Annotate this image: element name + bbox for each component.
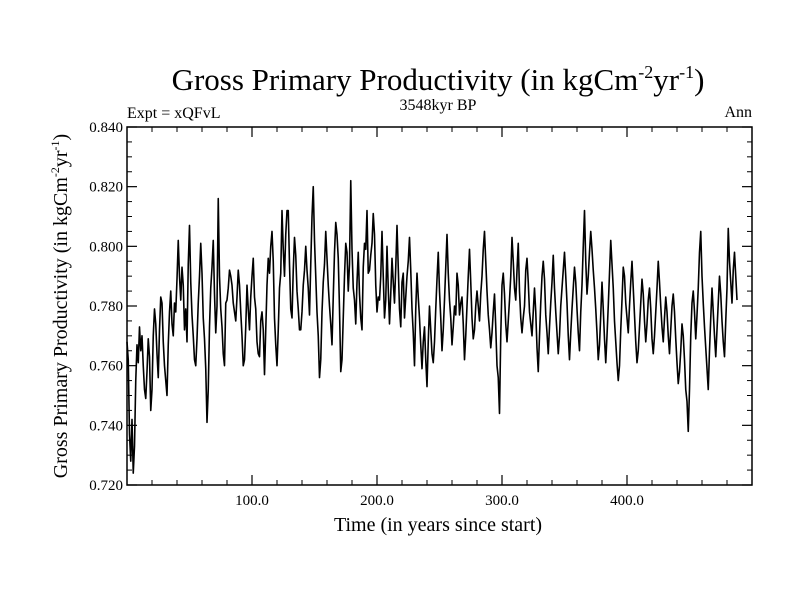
y-tick-label: 0.760	[89, 359, 123, 375]
y-axis-label-main: Gross Primary Productivity (in kgCm	[50, 177, 72, 479]
chart-title-main: Gross Primary Productivity (in kgCm	[172, 62, 639, 97]
y-tick-label: 0.840	[89, 120, 123, 136]
series-line	[126, 179, 738, 474]
x-tick-label: 100.0	[235, 493, 269, 509]
y-axis-label: Gross Primary Productivity (in kgCm-2yr-…	[48, 134, 72, 478]
y-tick-label: 0.800	[89, 239, 123, 255]
y-axis-label-end: )	[50, 134, 72, 141]
y-tick-label: 0.820	[89, 180, 123, 196]
chart-title: Gross Primary Productivity (in kgCm-2yr-…	[172, 62, 705, 97]
subtitle-experiment: Expt = xQFvL	[127, 105, 220, 122]
subtitle-period: 3548kyr BP	[400, 97, 477, 114]
y-tick-label: 0.740	[89, 418, 123, 434]
subtitle-season: Ann	[724, 104, 752, 121]
x-tick-label: 300.0	[485, 493, 519, 509]
plot-frame	[126, 126, 753, 486]
x-tick-label: 200.0	[360, 493, 394, 509]
y-axis-label-mid: yr	[50, 150, 72, 167]
x-tick-label: 400.0	[610, 493, 644, 509]
y-axis-label-sup1: -2	[48, 167, 62, 177]
chart-title-sup1: -2	[638, 62, 653, 82]
series-group	[126, 179, 738, 474]
y-axis-label-sup2: -1	[48, 140, 62, 150]
x-axis-label: Time (in years since start)	[334, 514, 542, 536]
chart-title-end: )	[694, 62, 704, 97]
y-tick-label: 0.720	[89, 478, 123, 494]
y-tick-label: 0.780	[89, 299, 123, 315]
y-axis-ticks: 0.720 0.740 0.760 0.780 0.800 0.820 0.840	[89, 120, 752, 494]
x-axis-ticks: 100.0 200.0 300.0 400.0	[151, 127, 728, 509]
chart-title-mid: yr	[653, 62, 680, 97]
chart-title-sup2: -1	[679, 62, 694, 82]
